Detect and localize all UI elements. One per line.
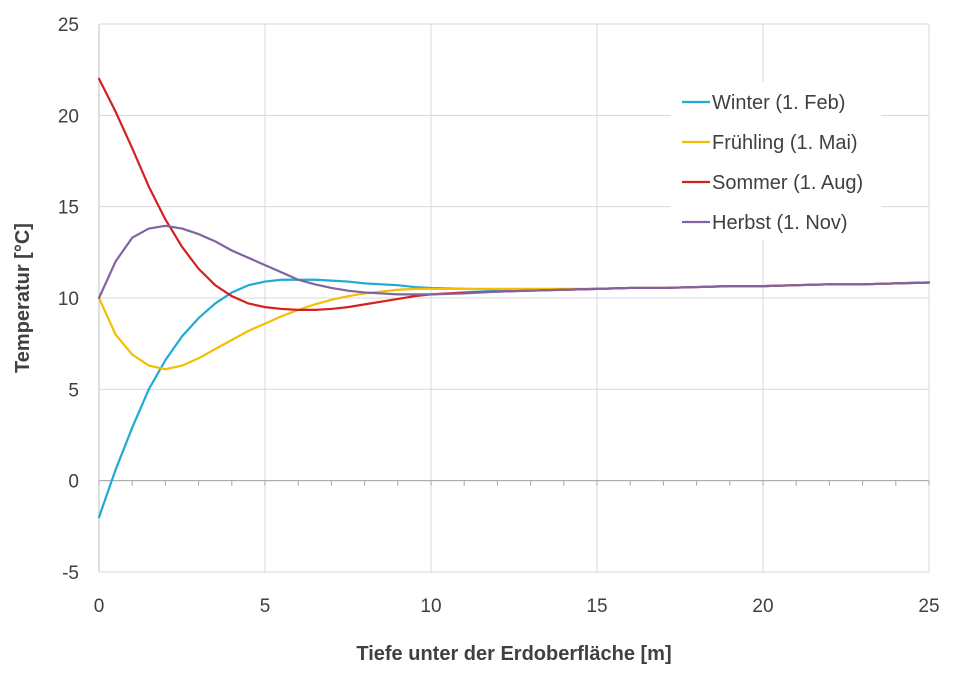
legend: Winter (1. Feb) Frühling (1. Mai) Sommer (… (671, 82, 881, 240)
x-tick-labels: 0 5 10 15 20 25 (94, 596, 940, 617)
legend-label: Winter (1. Feb) (712, 92, 845, 114)
x-tick-label: 15 (586, 596, 607, 617)
legend-label: Frühling (1. Mai) (712, 132, 858, 154)
y-tick-label: 5 (68, 380, 79, 401)
y-tick-label: 0 (68, 472, 79, 493)
zero-axis-line (98, 480, 930, 486)
x-tick-label: 5 (260, 596, 271, 617)
y-tick-label: -5 (62, 563, 79, 584)
legend-label: Sommer (1. Aug) (712, 172, 863, 194)
x-tick-label: 25 (918, 596, 939, 617)
series-line-4 (97, 224, 931, 300)
y-tick-label: 10 (58, 289, 79, 310)
y-axis-title: Temperatur [°C] (12, 223, 34, 373)
y-tick-label: 15 (58, 198, 79, 219)
series-line-1 (97, 278, 931, 519)
x-tick-label: 20 (752, 596, 773, 617)
series-line-2 (97, 281, 931, 371)
y-tick-label: 20 (58, 106, 79, 127)
y-tick-label: 25 (58, 15, 79, 36)
x-tick-label: 0 (94, 596, 105, 617)
series-lines (97, 77, 931, 519)
legend-label: Herbst (1. Nov) (712, 212, 848, 234)
legend-box (671, 82, 881, 240)
x-axis-title: Tiefe unter der Erdoberfläche [m] (356, 643, 671, 665)
x-tick-label: 10 (420, 596, 441, 617)
y-tick-labels: -5 0 5 10 15 20 25 (58, 15, 79, 584)
